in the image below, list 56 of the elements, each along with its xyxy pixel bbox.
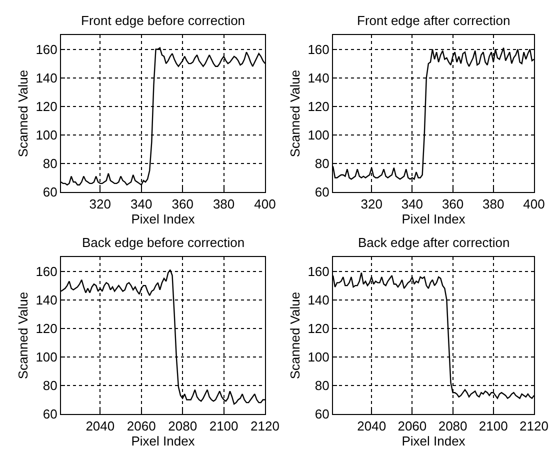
y-tick-label: 160 (308, 264, 330, 279)
x-tick-label: 2060 (398, 418, 427, 434)
x-tick-label: 2100 (209, 418, 238, 434)
x-tick-label: 380 (482, 196, 504, 212)
y-tick-label: 140 (308, 292, 330, 308)
y-tick-label: 100 (308, 127, 330, 142)
x-tick-label: 2040 (357, 418, 386, 434)
y-tick-label: 60 (42, 184, 58, 200)
y-tick-label: 160 (36, 42, 58, 57)
y-tick-label: 60 (314, 406, 330, 422)
y-tick-label: 120 (308, 98, 330, 114)
chart-title: Front edge after correction (357, 13, 510, 28)
x-axis-title: Pixel Index (131, 434, 196, 449)
y-tick-label: 100 (36, 349, 58, 364)
y-tick-label: 160 (308, 42, 330, 57)
x-tick-label: 2120 (250, 418, 280, 434)
y-tick-label: 160 (36, 264, 58, 279)
x-tick-label: 360 (172, 196, 194, 212)
y-axis-title: Scanned Value (16, 70, 31, 158)
chart-title: Front edge before correction (81, 13, 246, 28)
x-tick-label: 360 (442, 196, 464, 212)
x-tick-label: 2080 (438, 418, 468, 434)
y-tick-label: 80 (42, 156, 58, 171)
y-tick-label: 80 (314, 378, 330, 393)
y-tick-label: 120 (36, 320, 58, 336)
chart-title: Back edge before correction (82, 235, 245, 250)
y-axis-title: Scanned Value (288, 70, 303, 158)
x-tick-label: 400 (254, 196, 276, 212)
y-tick-label: 100 (36, 127, 58, 142)
y-tick-label: 80 (314, 156, 330, 171)
y-axis-title: Scanned Value (16, 292, 31, 380)
y-axis-title: Scanned Value (288, 292, 303, 380)
x-axis-title: Pixel Index (402, 434, 466, 449)
x-tick-label: 2080 (168, 418, 198, 434)
x-tick-label: 340 (401, 196, 424, 212)
chart-title: Back edge after correction (358, 235, 510, 250)
y-tick-label: 100 (308, 349, 330, 364)
x-axis-title: Pixel Index (131, 212, 196, 227)
x-tick-label: 2120 (520, 418, 548, 434)
y-tick-label: 140 (308, 70, 330, 86)
y-tick-label: 60 (42, 406, 58, 422)
y-tick-label: 140 (36, 70, 58, 86)
x-tick-label: 340 (130, 196, 152, 212)
x-tick-label: 2040 (86, 418, 115, 434)
y-tick-label: 120 (308, 320, 330, 336)
x-axis-title: Pixel Index (402, 212, 466, 227)
x-tick-label: 400 (523, 196, 545, 212)
x-tick-label: 2100 (478, 418, 508, 434)
x-tick-label: 2060 (126, 418, 156, 434)
x-tick-label: 380 (212, 196, 235, 212)
y-tick-label: 140 (36, 292, 58, 308)
y-tick-label: 60 (314, 184, 330, 200)
y-tick-label: 80 (42, 378, 58, 393)
x-tick-label: 320 (360, 196, 382, 212)
y-tick-label: 120 (36, 98, 58, 114)
x-tick-label: 320 (89, 196, 111, 212)
